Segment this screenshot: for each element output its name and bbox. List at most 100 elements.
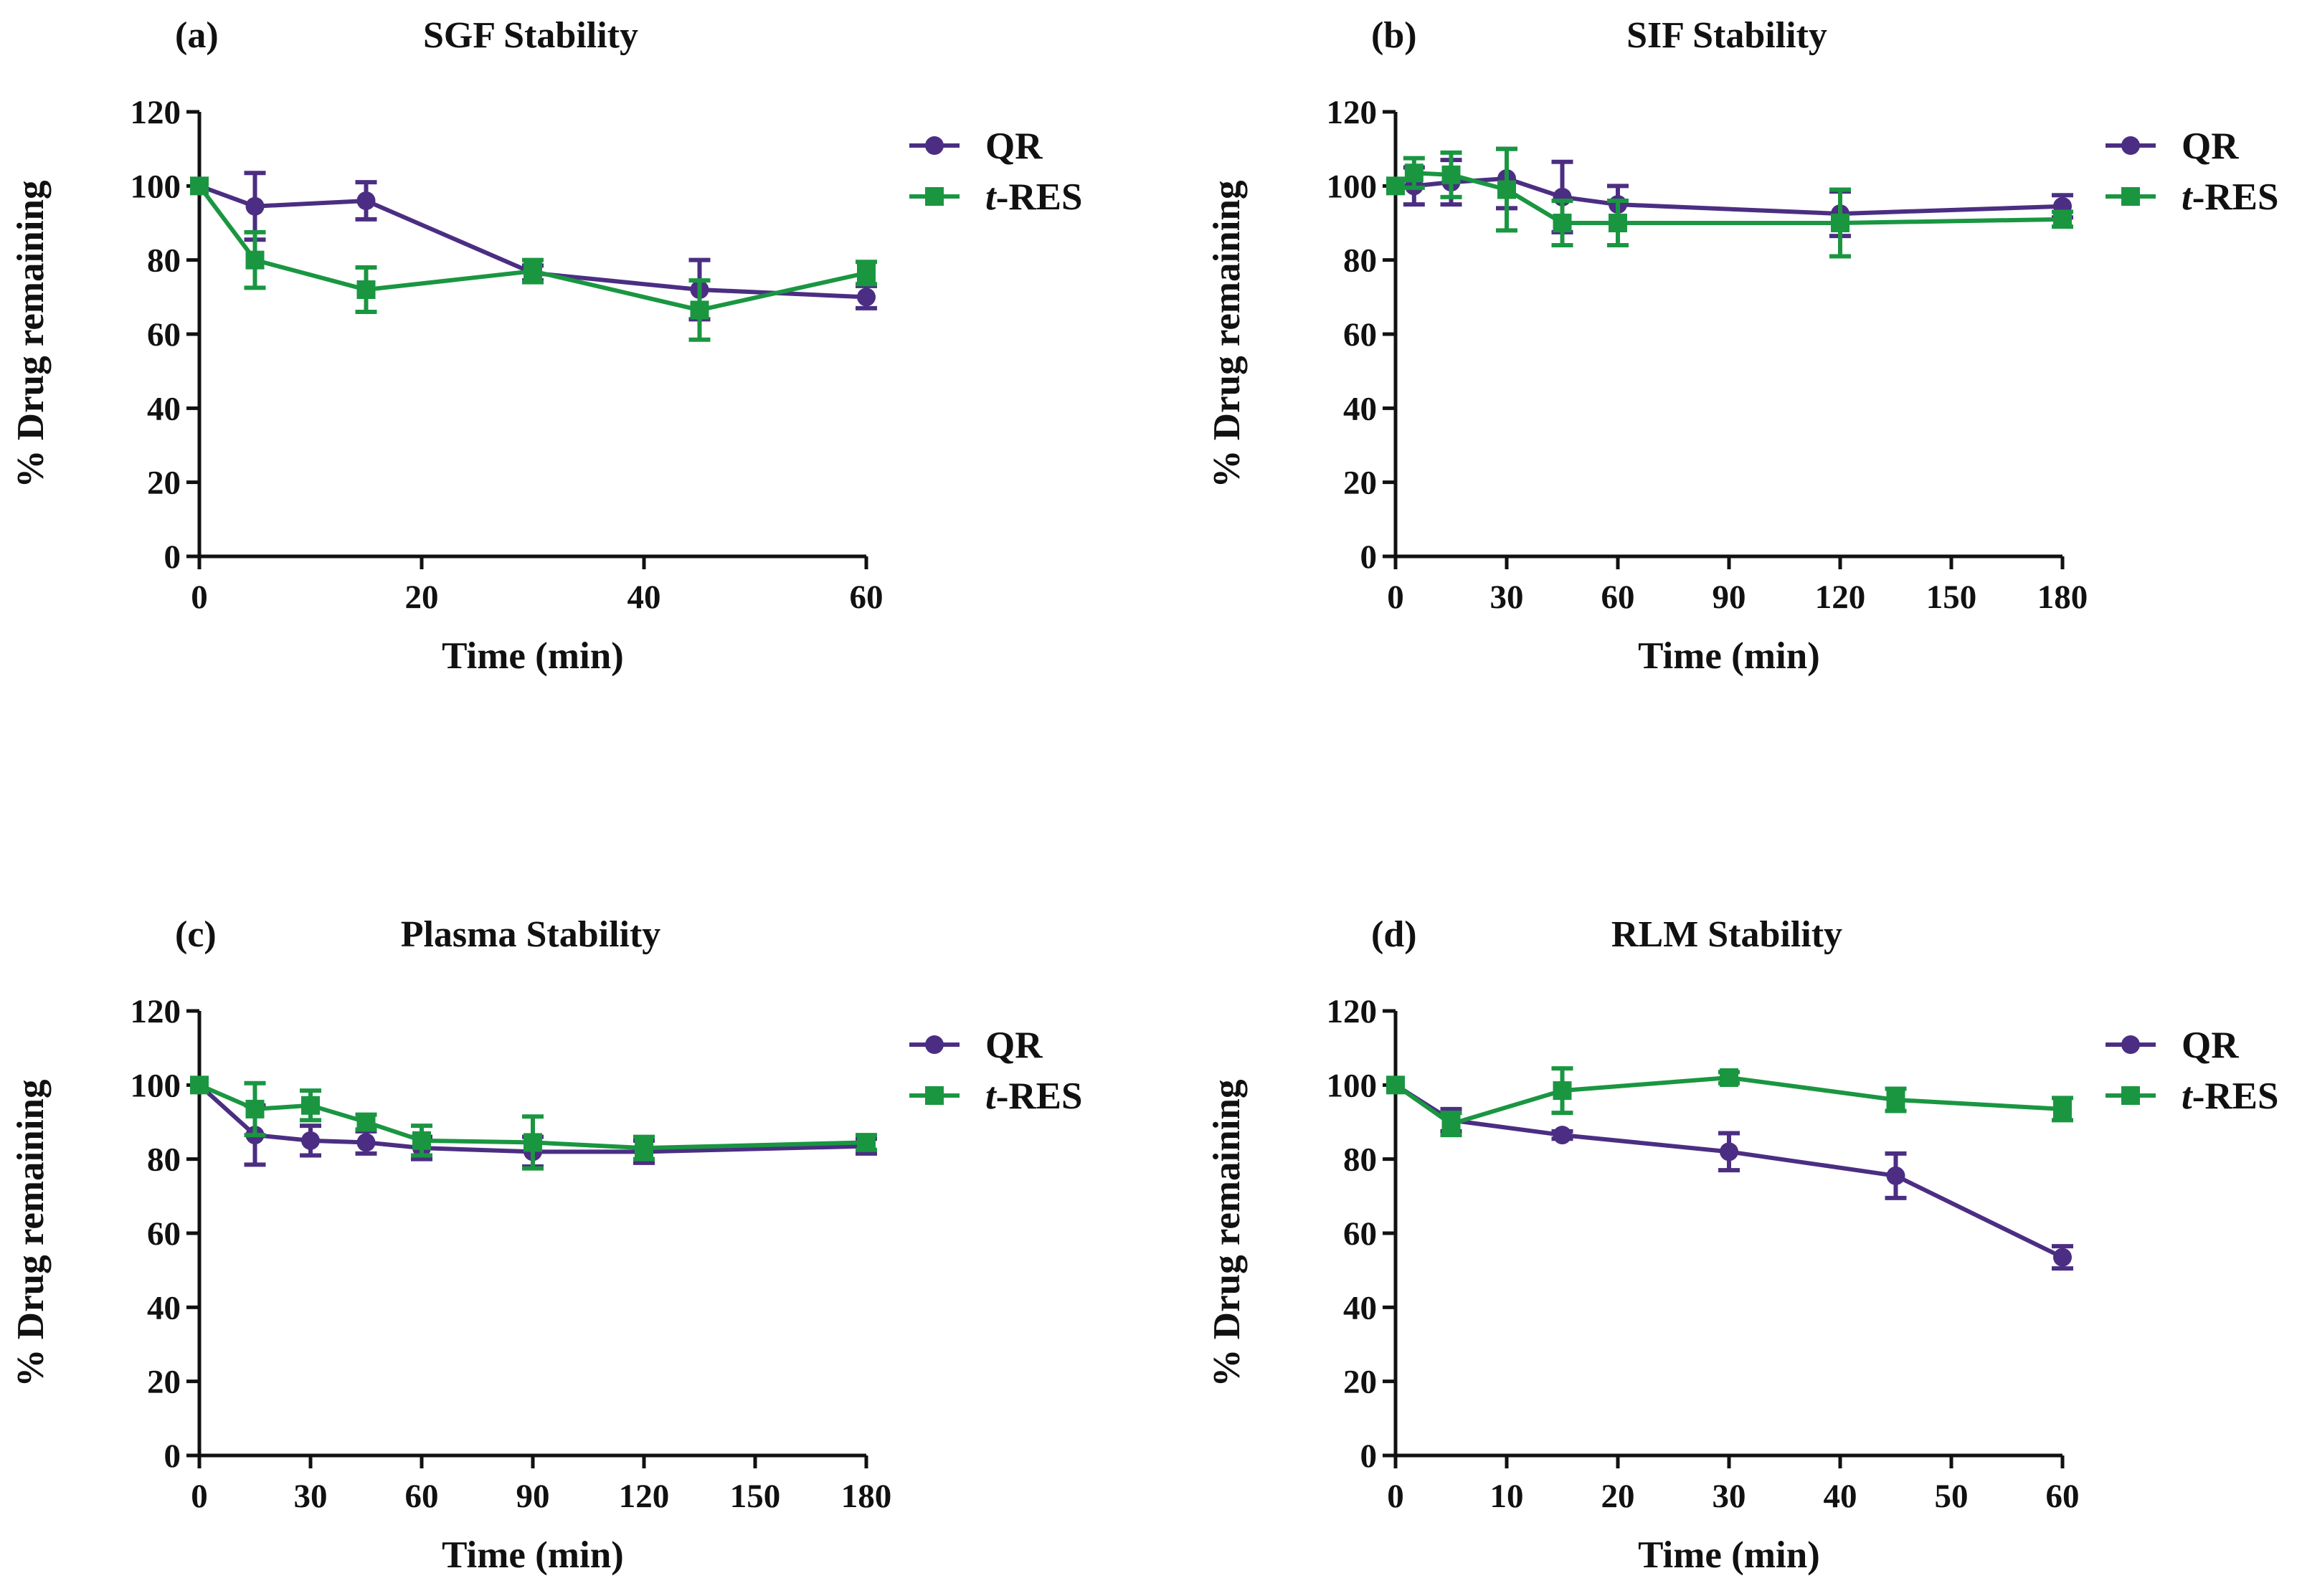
- y-tick-label: 20: [147, 465, 181, 502]
- y-tick-label: 0: [164, 538, 181, 576]
- chart-title: RLM Stability: [1611, 914, 1842, 955]
- legend-circle-marker-icon: [925, 136, 944, 155]
- x-tick-label: 0: [1387, 1478, 1404, 1515]
- x-tick-label: 90: [516, 1478, 550, 1515]
- legend-label-text: QR: [2182, 125, 2239, 167]
- legend-entry-tres: t-RES: [909, 1075, 1083, 1117]
- legend-label-text: -RES: [2192, 1075, 2279, 1117]
- legend-circle-marker-icon: [2121, 1035, 2140, 1054]
- legend-circle-marker-icon: [2121, 136, 2140, 155]
- panel-label: (b): [1371, 15, 1417, 56]
- x-tick-label: 60: [850, 579, 884, 616]
- data-point-qr: [1553, 1126, 1572, 1145]
- chart-title: SGF Stability: [423, 15, 638, 56]
- y-tick-label: 120: [1327, 94, 1378, 131]
- data-point-tres: [2053, 209, 2072, 229]
- data-point-tres: [857, 1133, 876, 1152]
- data-point-tres: [1441, 165, 1461, 184]
- y-tick-label: 60: [147, 316, 181, 353]
- legend-square-marker-icon: [925, 187, 944, 206]
- series-tres: [1386, 146, 2073, 259]
- data-point-tres: [1886, 1091, 1905, 1109]
- x-tick-label: 20: [405, 579, 439, 616]
- data-point-tres: [1831, 214, 1849, 232]
- legend-label-text: QR: [2182, 1025, 2239, 1066]
- chart-panel-c: (c) Plasma Stability 0 20 40 60 80 100 120 0 30 60 9…: [10, 914, 1083, 1576]
- y-tick-label: 100: [131, 1067, 181, 1104]
- panel-label: (a): [175, 15, 219, 56]
- y-axis-title: % Drug remaining: [10, 181, 52, 488]
- x-axis-title: Time (min): [442, 635, 624, 677]
- legend-entry-tres: t-RES: [2106, 1075, 2279, 1117]
- panel-label: (d): [1371, 914, 1417, 955]
- legend-label: QR: [2182, 125, 2239, 167]
- legend-entry-qr: QR: [909, 125, 1043, 167]
- legend-label-italic: t: [2182, 176, 2194, 218]
- x-tick-label: 10: [1490, 1478, 1524, 1515]
- x-tick-label: 150: [730, 1478, 781, 1515]
- legend-label-text: -RES: [2192, 176, 2279, 218]
- y-tick-label: 80: [1343, 1141, 1377, 1179]
- legend-entry-qr: QR: [2106, 1025, 2239, 1066]
- x-axis-title: Time (min): [1638, 635, 1820, 677]
- y-tick-label: 120: [131, 993, 181, 1030]
- legend-label: t-RES: [2182, 1075, 2279, 1117]
- x-tick-label: 60: [1601, 579, 1635, 616]
- x-tick-label: 150: [1926, 579, 1977, 616]
- x-axis-title: Time (min): [1638, 1534, 1820, 1576]
- x-tick-label: 180: [841, 1478, 892, 1515]
- legend-label: t-RES: [2182, 176, 2279, 218]
- legend-entry-tres: t-RES: [2106, 176, 2279, 218]
- y-tick-label: 0: [164, 1438, 181, 1475]
- data-point-qr: [245, 196, 265, 216]
- y-tick-label: 100: [1327, 1067, 1378, 1104]
- data-point-tres: [1404, 163, 1424, 183]
- legend-label: QR: [985, 125, 1043, 167]
- x-tick-label: 40: [1824, 1478, 1857, 1515]
- data-point-tres: [356, 1113, 376, 1131]
- x-tick-label: 30: [294, 1478, 328, 1515]
- y-tick-label: 80: [1343, 242, 1377, 280]
- data-point-tres: [190, 1075, 209, 1095]
- x-tick-label: 30: [1490, 579, 1524, 616]
- legend-entry-qr: QR: [2106, 125, 2239, 167]
- x-tick-label: 60: [405, 1478, 439, 1515]
- legend-label-text: -RES: [996, 176, 1083, 218]
- legend-entry-tres: t-RES: [909, 176, 1083, 218]
- x-tick-label: 0: [191, 579, 208, 616]
- data-point-qr: [1886, 1166, 1905, 1185]
- y-tick-label: 0: [1360, 1438, 1378, 1475]
- legend-label-italic: t: [2182, 1075, 2194, 1117]
- series-line-tres: [197, 184, 867, 313]
- data-point-tres: [1609, 214, 1627, 232]
- chart-title: SIF Stability: [1626, 15, 1827, 56]
- y-tick-label: 40: [147, 1289, 181, 1326]
- y-tick-label: 40: [1343, 390, 1377, 427]
- y-tick-label: 40: [147, 390, 181, 427]
- legend-label: t-RES: [985, 1075, 1083, 1117]
- y-tick-label: 60: [1343, 316, 1377, 353]
- legend-label-text: -RES: [996, 1075, 1083, 1117]
- data-point-qr: [857, 288, 876, 307]
- y-tick-label: 20: [147, 1364, 181, 1401]
- y-tick-label: 100: [131, 168, 181, 205]
- y-tick-label: 80: [147, 242, 181, 280]
- data-point-tres: [190, 176, 209, 196]
- legend-label-text: QR: [985, 125, 1043, 167]
- x-tick-label: 180: [2037, 579, 2088, 616]
- x-tick-label: 120: [619, 1478, 670, 1515]
- x-tick-label: 30: [1713, 1478, 1746, 1515]
- legend-label: QR: [2182, 1025, 2239, 1066]
- y-tick-label: 100: [1327, 168, 1378, 205]
- legend-square-marker-icon: [925, 1086, 944, 1105]
- series-qr: [190, 171, 877, 322]
- legend-label: t-RES: [985, 176, 1083, 218]
- legend-entry-qr: QR: [909, 1025, 1043, 1066]
- data-point-qr: [2053, 1248, 2072, 1267]
- x-tick-label: 0: [1387, 579, 1404, 616]
- data-point-tres: [412, 1131, 431, 1150]
- chart-panel-a: (a) SGF Stability 0 20 40 60 80 100 120 0 20 40 60 Ti…: [10, 15, 1083, 677]
- chart-title: Plasma Stability: [401, 914, 661, 955]
- y-tick-label: 80: [147, 1141, 181, 1179]
